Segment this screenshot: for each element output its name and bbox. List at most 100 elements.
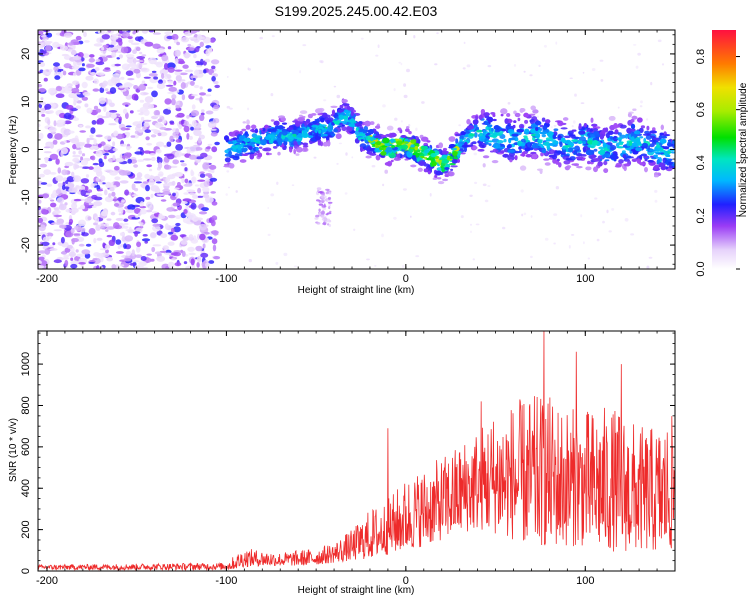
spectrogram-cell — [360, 37, 364, 40]
spectrogram-cell — [479, 132, 483, 137]
spectrogram-cell — [590, 117, 594, 123]
spectrogram-cell — [524, 128, 530, 135]
spectrogram-cell — [67, 244, 73, 249]
spectrogram-cell — [54, 207, 59, 211]
spectrogram-cell — [142, 181, 149, 184]
spectrogram-cell — [209, 128, 217, 131]
spectrogram-cell — [133, 181, 143, 184]
spectrogram-cell — [93, 237, 97, 244]
spectrogram-cell — [143, 158, 152, 161]
spectrogram-cell — [656, 142, 660, 145]
spectrogram-cell — [493, 125, 500, 131]
spectrogram-cell — [482, 129, 487, 134]
spectrogram-cell — [195, 60, 201, 64]
spectrogram-cell — [125, 104, 129, 107]
spectrogram-cell — [210, 219, 216, 227]
spectrogram-cell — [200, 252, 209, 258]
spectrogram-cell — [371, 165, 376, 168]
spectrogram-cell — [141, 80, 146, 84]
spectrogram-cell — [402, 188, 407, 191]
spectrogram-cell — [118, 54, 123, 59]
spectrogram-cell — [159, 250, 167, 253]
spectrogram-cell — [72, 72, 77, 77]
spectrogram-cell — [85, 243, 92, 247]
spectrogram-cell — [597, 161, 603, 167]
spectrogram-cell — [645, 134, 653, 140]
spectrogram-cell — [320, 214, 325, 218]
spectrogram-cell — [334, 118, 338, 121]
spectrogram-cell — [151, 218, 159, 224]
spectrogram-cell — [188, 252, 196, 256]
spectrogram-cell — [615, 142, 620, 148]
spectrogram-cell — [168, 86, 177, 92]
spectrogram-cell — [108, 44, 115, 48]
spectrogram-cell — [386, 125, 394, 131]
spectrogram-cell — [239, 130, 243, 135]
spectrogram-cell — [405, 128, 410, 133]
spectrogram-cell — [572, 120, 576, 124]
spectrogram-cell — [62, 257, 70, 260]
spectrogram-cell — [212, 244, 217, 252]
spectrogram-cell — [542, 125, 548, 131]
spectrogram-cell — [172, 159, 179, 165]
spectrogram-cell — [59, 45, 69, 51]
spectrogram-cell — [84, 192, 91, 196]
spectrogram-cell — [338, 114, 345, 120]
y-tick-label: 20 — [20, 48, 32, 60]
spectrogram-cell — [435, 170, 442, 176]
spectrogram-cell — [267, 233, 271, 236]
spectrogram-cell — [38, 260, 42, 265]
spectrogram-cell — [202, 243, 206, 249]
spectrogram-cell — [175, 144, 184, 151]
spectrogram-cell — [197, 187, 202, 194]
spectrogram-cell — [649, 130, 657, 134]
spectrogram-cell — [129, 110, 134, 114]
spectrogram-cell — [97, 114, 103, 120]
spectrogram-cell — [245, 124, 251, 130]
spectrogram-cell — [400, 62, 403, 66]
spectrogram-cell — [418, 160, 426, 166]
spectrogram-cell — [112, 155, 116, 161]
spectrogram-cell — [113, 130, 119, 137]
spectrogram-cell — [120, 46, 129, 54]
spectrogram-cell — [345, 152, 348, 156]
spectrogram-cell — [144, 96, 154, 103]
spectrogram-cell — [338, 142, 342, 145]
spectrogram-cell — [571, 163, 578, 166]
spectrogram-cell — [130, 135, 136, 138]
spectrogram-cell — [182, 198, 192, 202]
spectrogram-cell — [38, 199, 42, 204]
spectrogram-cell — [119, 30, 123, 34]
spectrogram-cell — [487, 124, 493, 127]
spectrogram-cell — [602, 142, 607, 148]
spectrogram-cell — [131, 183, 136, 191]
spectrogram-cell — [152, 32, 161, 35]
spectrogram-cell — [550, 126, 553, 128]
spectrogram-cell — [156, 255, 166, 262]
spectrogram-cell — [259, 36, 264, 40]
spectrogram-cell — [625, 133, 628, 139]
spectrogram-cell — [46, 183, 53, 187]
spectrogram-cell — [374, 135, 382, 139]
spectrogram-cell — [382, 137, 390, 144]
spectrogram-cell — [144, 129, 151, 134]
spectrogram-cell — [668, 161, 673, 165]
spectrogram-cell — [330, 105, 338, 108]
spectrogram-cell — [82, 91, 91, 97]
spectrogram-cell — [382, 183, 385, 187]
spectrogram-cell — [80, 178, 90, 184]
spectrogram-cell — [587, 160, 591, 165]
spectrogram-cell — [535, 127, 539, 131]
spectrogram-cell — [65, 208, 72, 213]
spectrogram-cell — [148, 57, 157, 65]
spectrogram-cell — [114, 63, 121, 67]
spectrogram-cell — [229, 131, 237, 137]
spectrogram-cell — [119, 180, 129, 184]
spectrogram-cell — [146, 142, 153, 146]
spectrogram-cell — [156, 193, 166, 197]
spectrogram-cell — [124, 189, 129, 196]
spectrogram-cell — [544, 162, 551, 166]
spectrogram-cell — [114, 176, 121, 181]
spectrogram-cell — [309, 140, 313, 145]
